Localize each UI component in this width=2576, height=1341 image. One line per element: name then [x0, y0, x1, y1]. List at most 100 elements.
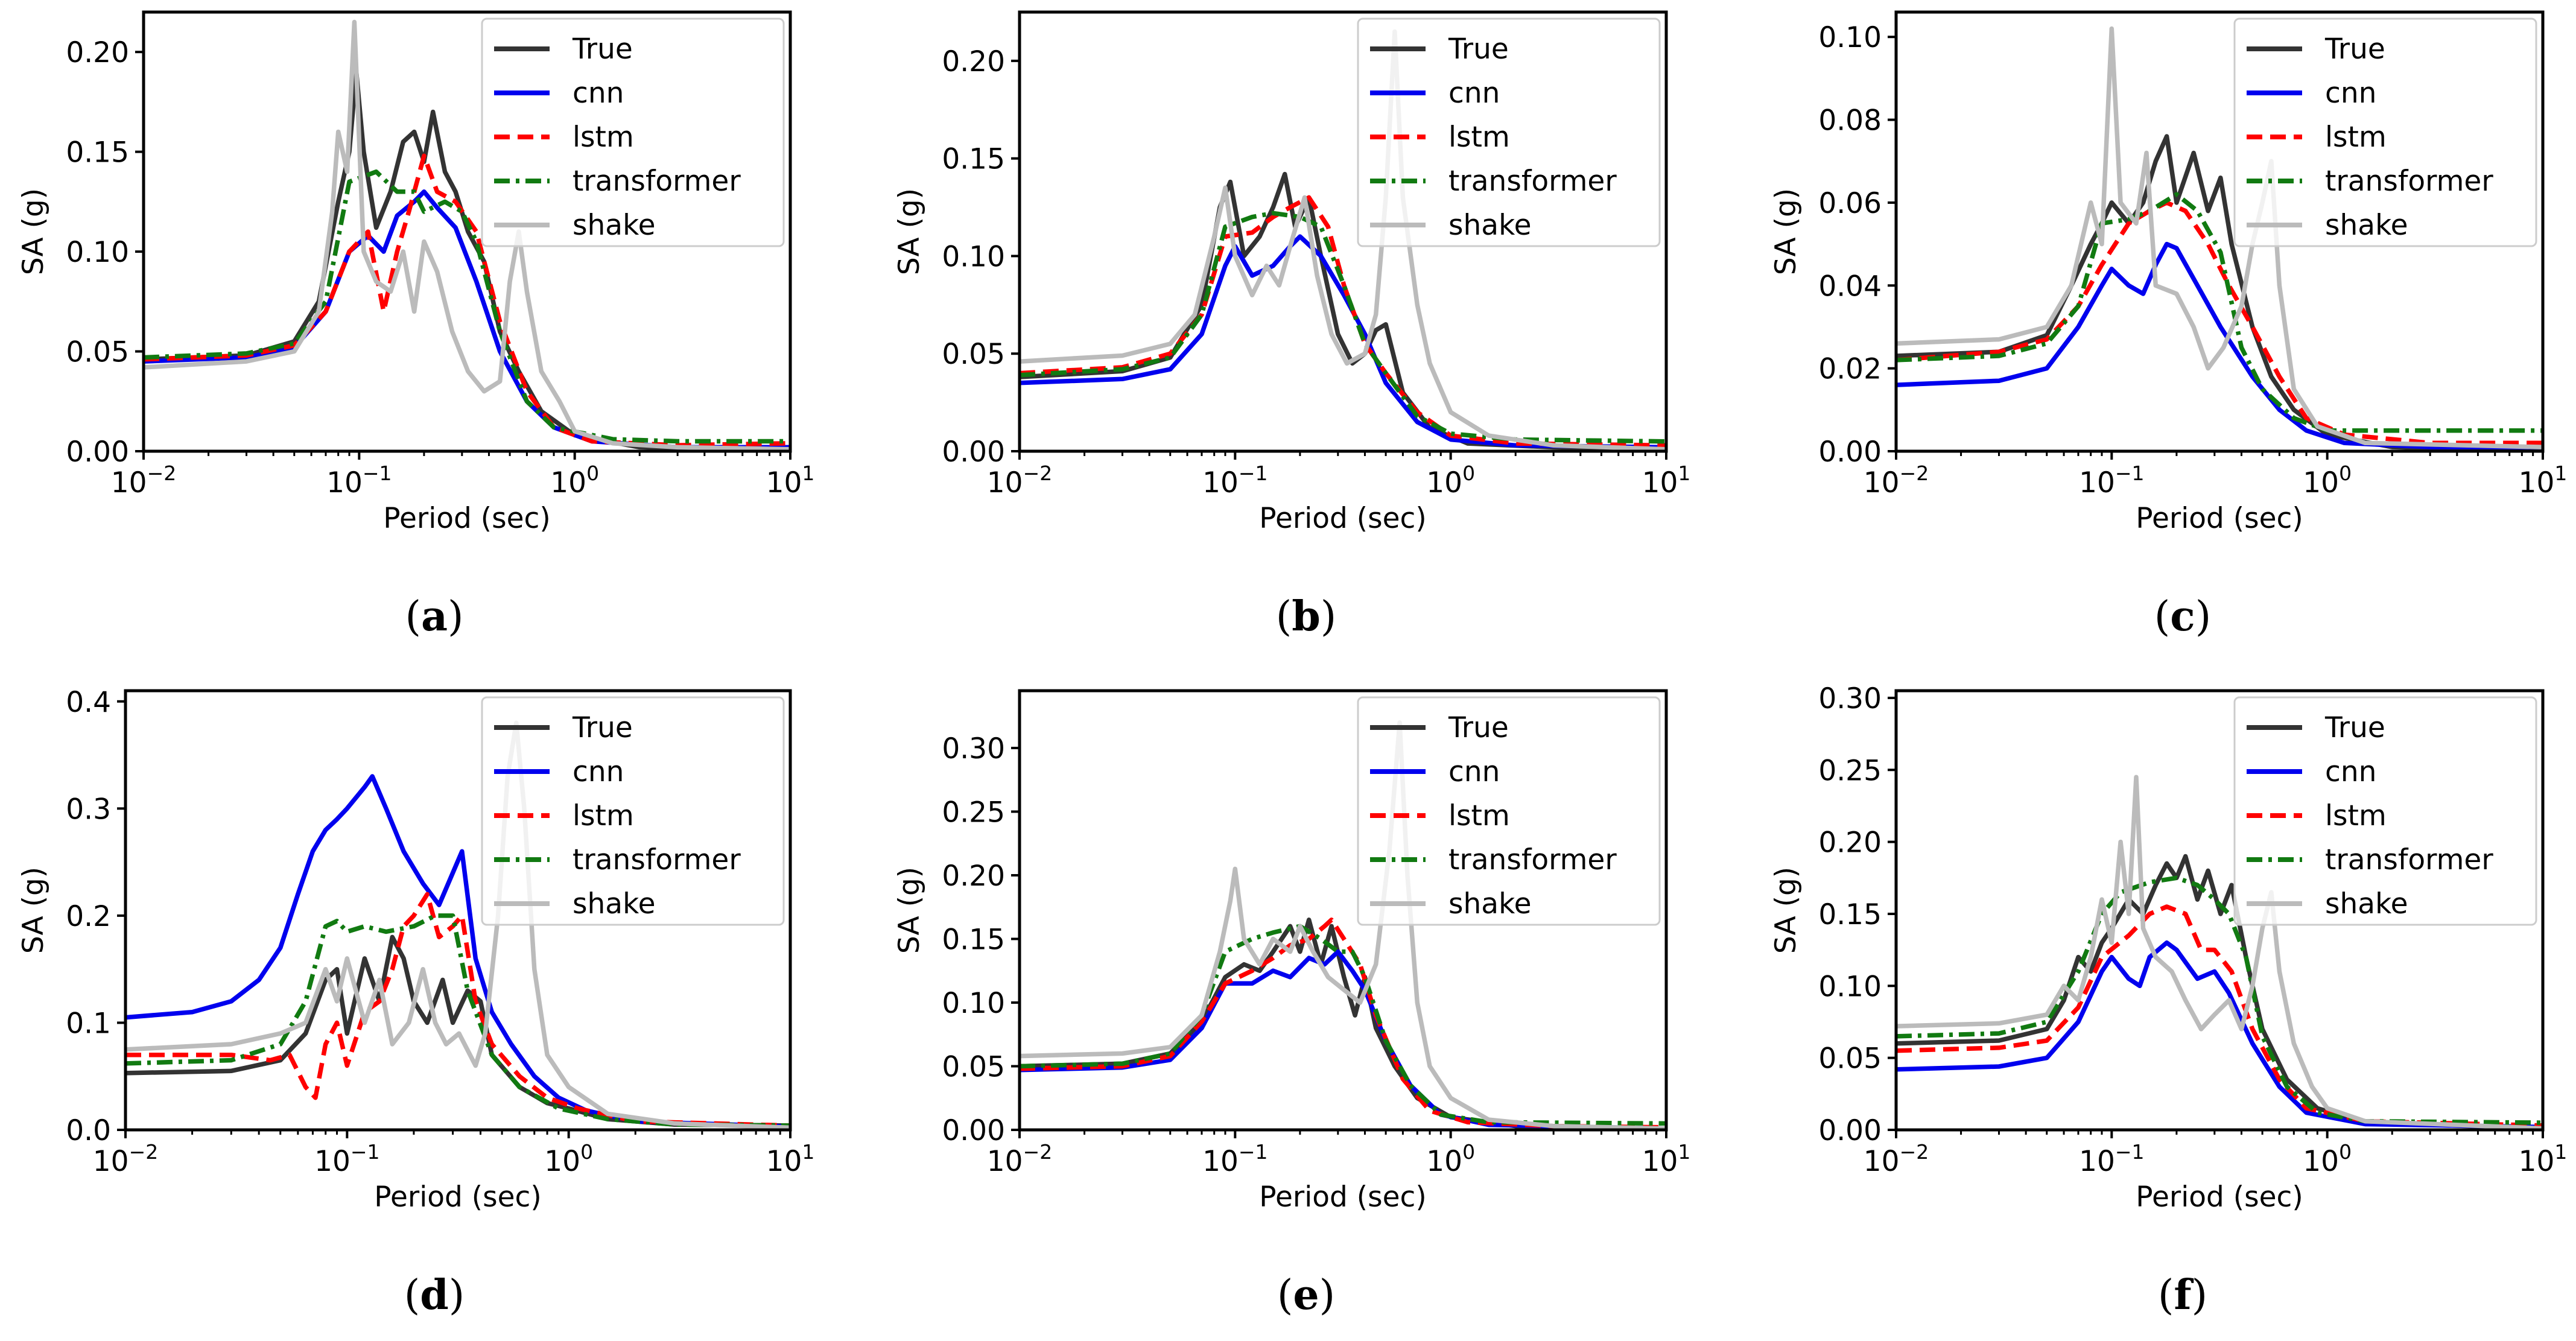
chart-panel-d: 0.0 0.1 0.2 0.3 0.4 10−2 10−1 100 101 Period (sec…	[17, 686, 814, 1319]
y-tick-label: 0.10	[1818, 21, 1882, 54]
legend-label-transformer: transformer	[1448, 843, 1617, 877]
x-axis-label: Period (sec)	[2136, 1181, 2303, 1214]
y-tick-label: 0.0	[66, 1114, 111, 1147]
legend-label-transformer: transformer	[1448, 165, 1617, 198]
legend: True cnn lstm transformer shake	[481, 17, 785, 247]
series-line-true	[1896, 134, 2543, 451]
legend-label-true: True	[572, 33, 633, 66]
panel-caption: (d)	[404, 1271, 465, 1319]
panel-caption: (e)	[1277, 1271, 1335, 1319]
series-line-transformer	[1020, 924, 1666, 1126]
legend-box	[2233, 17, 2537, 247]
y-tick-label: 0.00	[1818, 1114, 1882, 1147]
legend-label-cnn: cnn	[2325, 755, 2376, 788]
y-tick-label: 0.15	[942, 143, 1005, 176]
x-tick-label: 100	[550, 461, 599, 499]
legend-label-transformer: transformer	[573, 843, 741, 877]
legend-label-true: True	[2324, 711, 2385, 744]
x-tick-label: 10−1	[2079, 1140, 2144, 1178]
axes-frame	[1894, 10, 2545, 453]
chart-panel-f: 0.00 0.05 0.10 0.15 0.20 0.25 0.30 10−2 10−1 100 1…	[1769, 682, 2567, 1319]
y-tick-label: 0.10	[1818, 970, 1882, 1003]
y-tick-label: 0.25	[1818, 754, 1882, 787]
legend-label-shake: shake	[2325, 209, 2408, 242]
x-tick-label: 10−2	[93, 1140, 158, 1178]
panel-caption: (c)	[2154, 592, 2211, 641]
series-line-lstm	[125, 892, 790, 1128]
x-tick-label: 10−2	[1864, 461, 1929, 499]
panel-caption: (a)	[405, 592, 463, 641]
x-tick-label: 100	[544, 1140, 593, 1178]
chart-panel-a: 0.00 0.05 0.10 0.15 0.20 10−2 10−1 100 101 Period…	[17, 10, 815, 641]
legend: True cnn lstm transformer shake	[1357, 696, 1661, 926]
y-tick-label: 0.10	[942, 987, 1005, 1020]
legend-box	[481, 17, 785, 247]
x-tick-label: 100	[2303, 1140, 2352, 1178]
series-line-true	[1896, 854, 2543, 1130]
legend-label-lstm: lstm	[1448, 121, 1510, 154]
series-line-cnn	[125, 774, 790, 1129]
y-tick-label: 0.05	[942, 338, 1005, 371]
legend-label-true: True	[2324, 33, 2385, 66]
x-tick-label: 10−1	[1202, 461, 1267, 499]
legend-label-shake: shake	[1448, 209, 1532, 242]
y-tick-label: 0.15	[66, 136, 129, 170]
y-tick-label: 0.00	[942, 1114, 1005, 1147]
series-group	[1020, 720, 1666, 1130]
x-tick-label: 101	[766, 461, 815, 499]
legend-box	[1357, 17, 1661, 247]
legend-label-lstm: lstm	[2325, 121, 2387, 154]
y-tick-label: 0.00	[942, 436, 1005, 469]
y-axis-label: SA (g)	[17, 188, 50, 275]
series-line-cnn	[1896, 241, 2543, 449]
y-tick-label: 0.15	[942, 923, 1005, 956]
axes-frame	[142, 10, 792, 453]
y-axis-label: SA (g)	[893, 188, 926, 275]
x-tick-label: 10−1	[314, 1140, 379, 1178]
legend-label-cnn: cnn	[1448, 77, 1500, 110]
legend-label-lstm: lstm	[1448, 799, 1510, 832]
legend-label-cnn: cnn	[2325, 77, 2376, 110]
series-line-shake	[1020, 720, 1666, 1130]
x-tick-label: 100	[1426, 461, 1475, 499]
y-tick-label: 0.20	[1818, 826, 1882, 860]
series-line-lstm	[1896, 200, 2543, 446]
x-tick-label: 101	[1642, 461, 1691, 499]
legend-label-lstm: lstm	[2325, 799, 2387, 832]
legend-label-transformer: transformer	[573, 165, 741, 198]
y-tick-label: 0.30	[1818, 682, 1882, 715]
chart-panel-e: 0.00 0.05 0.10 0.15 0.20 0.25 0.30 10−2 10−1 100 1…	[893, 689, 1690, 1319]
series-line-true	[125, 934, 790, 1128]
series-line-lstm	[1896, 904, 2543, 1128]
y-tick-label: 0.10	[942, 240, 1005, 273]
x-tick-label: 10−1	[1202, 1140, 1267, 1178]
legend-box	[2233, 696, 2537, 926]
legend-label-shake: shake	[573, 209, 656, 242]
legend-label-shake: shake	[2325, 887, 2408, 921]
y-tick-label: 0.1	[66, 1007, 111, 1040]
y-axis-label: SA (g)	[1769, 867, 1803, 954]
series-line-transformer	[1896, 192, 2543, 433]
series-line-shake	[1020, 29, 1666, 451]
legend-label-shake: shake	[573, 887, 656, 921]
axes-frame	[124, 689, 792, 1132]
y-tick-label: 0.05	[942, 1050, 1005, 1083]
x-tick-label: 101	[2519, 461, 2568, 499]
y-tick-label: 0.15	[1818, 898, 1882, 931]
x-tick-label: 100	[1426, 1140, 1475, 1178]
legend-label-true: True	[1448, 33, 1509, 66]
x-axis-label: Period (sec)	[383, 502, 550, 535]
y-axis-label: SA (g)	[17, 867, 50, 954]
legend-label-lstm: lstm	[573, 121, 634, 154]
series-line-lstm	[1020, 918, 1666, 1130]
y-axis-label: SA (g)	[893, 867, 926, 954]
legend: True cnn lstm transformer shake	[1357, 17, 1661, 247]
y-tick-label: 0.08	[1818, 104, 1882, 138]
y-tick-label: 0.3	[66, 793, 111, 826]
chart-panel-c: 0.00 0.02 0.04 0.06 0.08 0.10 10−2 10−1 100 101 Pe…	[1769, 10, 2568, 641]
x-tick-label: 10−2	[987, 1140, 1052, 1178]
legend-box	[1357, 696, 1661, 926]
legend: True cnn lstm transformer shake	[2233, 696, 2537, 926]
x-axis-label: Period (sec)	[1259, 1181, 1426, 1214]
